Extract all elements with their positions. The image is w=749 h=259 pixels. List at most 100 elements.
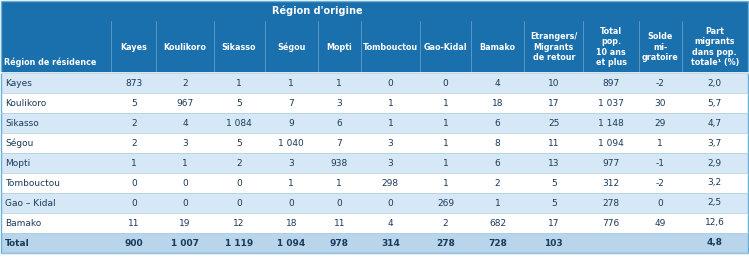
- Text: 5: 5: [236, 139, 242, 147]
- Text: 17: 17: [548, 98, 560, 107]
- Text: Sikasso: Sikasso: [5, 119, 39, 127]
- Text: Région d'origine: Région d'origine: [273, 6, 363, 16]
- Text: 2,5: 2,5: [708, 198, 722, 207]
- Text: 1: 1: [131, 159, 137, 168]
- Text: 938: 938: [330, 159, 348, 168]
- Text: Koulikoro: Koulikoro: [5, 98, 46, 107]
- Text: 6: 6: [336, 119, 342, 127]
- Text: 1 094: 1 094: [277, 239, 306, 248]
- Text: Tombouctou: Tombouctou: [5, 178, 60, 188]
- Text: -1: -1: [655, 159, 664, 168]
- Text: 314: 314: [381, 239, 400, 248]
- Text: 13: 13: [548, 159, 560, 168]
- Text: Kayes: Kayes: [121, 42, 148, 52]
- Text: 1: 1: [443, 139, 449, 147]
- Text: Koulikoro: Koulikoro: [163, 42, 207, 52]
- Text: 682: 682: [489, 219, 506, 227]
- Text: 0: 0: [443, 78, 449, 88]
- Text: 12: 12: [234, 219, 245, 227]
- Text: 1: 1: [443, 98, 449, 107]
- Text: 3: 3: [182, 139, 188, 147]
- Text: 298: 298: [382, 178, 399, 188]
- Text: 29: 29: [655, 119, 666, 127]
- Text: 1: 1: [657, 139, 663, 147]
- Text: 1: 1: [387, 119, 393, 127]
- Text: 1: 1: [288, 78, 294, 88]
- Text: 1: 1: [443, 119, 449, 127]
- Text: Kayes: Kayes: [5, 78, 32, 88]
- Text: 2,0: 2,0: [708, 78, 722, 88]
- Text: 3,7: 3,7: [708, 139, 722, 147]
- Text: 1 007: 1 007: [171, 239, 199, 248]
- Text: 1: 1: [443, 159, 449, 168]
- Text: 1: 1: [336, 78, 342, 88]
- Text: 1 094: 1 094: [598, 139, 624, 147]
- Text: 0: 0: [131, 198, 137, 207]
- Text: 5: 5: [551, 198, 557, 207]
- Text: 0: 0: [288, 198, 294, 207]
- Text: 1: 1: [387, 98, 393, 107]
- Text: 5: 5: [131, 98, 137, 107]
- Text: 728: 728: [488, 239, 507, 248]
- Text: 4: 4: [182, 119, 188, 127]
- Text: 9: 9: [288, 119, 294, 127]
- Text: Gao – Kidal: Gao – Kidal: [5, 198, 55, 207]
- Bar: [1, 113, 748, 133]
- Bar: [1, 213, 748, 233]
- Text: 2: 2: [131, 119, 136, 127]
- Text: 3: 3: [288, 159, 294, 168]
- Text: 1: 1: [288, 178, 294, 188]
- Text: 0: 0: [182, 198, 188, 207]
- Text: 0: 0: [336, 198, 342, 207]
- Text: 25: 25: [548, 119, 560, 127]
- Text: Région de résidence: Région de résidence: [4, 57, 97, 67]
- Text: 2: 2: [443, 219, 449, 227]
- Text: 11: 11: [333, 219, 345, 227]
- Text: 6: 6: [495, 159, 500, 168]
- Text: Bamako: Bamako: [5, 219, 41, 227]
- Bar: [1, 1, 748, 21]
- Text: 0: 0: [387, 78, 393, 88]
- Text: Total
pop.
10 ans
et plus: Total pop. 10 ans et plus: [595, 27, 627, 67]
- Text: Ségou: Ségou: [277, 42, 306, 52]
- Text: Etrangers/
Migrants
de retour: Etrangers/ Migrants de retour: [530, 32, 577, 62]
- Text: 967: 967: [176, 98, 193, 107]
- Text: 1: 1: [336, 178, 342, 188]
- Text: 2: 2: [495, 178, 500, 188]
- Text: 49: 49: [655, 219, 666, 227]
- Bar: [1, 153, 748, 173]
- Text: 1 037: 1 037: [598, 98, 624, 107]
- Text: 0: 0: [657, 198, 663, 207]
- Text: Bamako: Bamako: [479, 42, 515, 52]
- Bar: [1, 233, 748, 253]
- Text: 1: 1: [443, 178, 449, 188]
- Text: 4,7: 4,7: [708, 119, 722, 127]
- Text: 3: 3: [336, 98, 342, 107]
- Text: Solde
mi-
gratoire: Solde mi- gratoire: [642, 32, 679, 62]
- Text: 18: 18: [492, 98, 503, 107]
- Text: Gao-Kidal: Gao-Kidal: [424, 42, 467, 52]
- Text: 269: 269: [437, 198, 454, 207]
- Text: 0: 0: [387, 198, 393, 207]
- Text: 3,2: 3,2: [708, 178, 722, 188]
- Text: 17: 17: [548, 219, 560, 227]
- Text: 2: 2: [236, 159, 242, 168]
- Text: 0: 0: [131, 178, 137, 188]
- Text: 1 084: 1 084: [226, 119, 252, 127]
- Text: Ségou: Ségou: [5, 138, 34, 148]
- Text: 103: 103: [545, 239, 563, 248]
- Text: Tombouctou: Tombouctou: [363, 42, 418, 52]
- Text: 7: 7: [336, 139, 342, 147]
- Text: 1: 1: [495, 198, 500, 207]
- Text: 0: 0: [182, 178, 188, 188]
- Bar: [1, 173, 748, 193]
- Text: 4,8: 4,8: [707, 239, 723, 248]
- Text: 1 040: 1 040: [279, 139, 304, 147]
- Text: 4: 4: [495, 78, 500, 88]
- Text: 5,7: 5,7: [708, 98, 722, 107]
- Text: Mopti: Mopti: [327, 42, 352, 52]
- Text: Mopti: Mopti: [5, 159, 30, 168]
- Bar: [1, 193, 748, 213]
- Bar: [1, 93, 748, 113]
- Text: 873: 873: [125, 78, 142, 88]
